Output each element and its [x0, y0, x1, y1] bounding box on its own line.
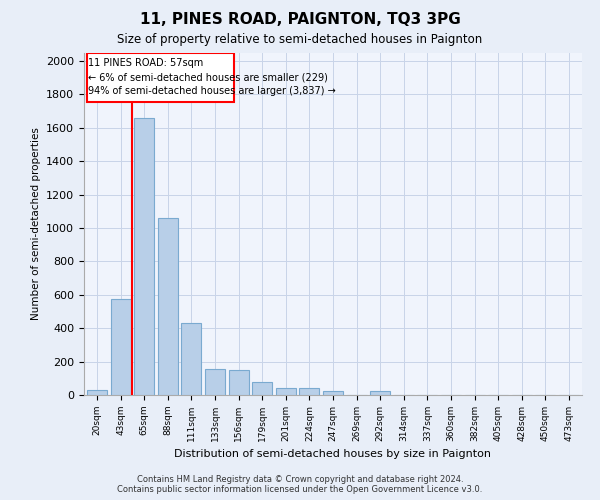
Text: Size of property relative to semi-detached houses in Paignton: Size of property relative to semi-detach… — [118, 32, 482, 46]
Bar — [229, 370, 248, 395]
Bar — [276, 388, 296, 395]
Bar — [87, 390, 107, 395]
Bar — [181, 323, 202, 395]
Text: Contains HM Land Registry data © Crown copyright and database right 2024.
Contai: Contains HM Land Registry data © Crown c… — [118, 474, 482, 494]
Bar — [299, 388, 319, 395]
Bar — [323, 391, 343, 395]
Bar — [134, 118, 154, 395]
Bar — [370, 391, 390, 395]
Bar — [252, 382, 272, 395]
Bar — [110, 299, 131, 395]
Y-axis label: Number of semi-detached properties: Number of semi-detached properties — [31, 128, 41, 320]
Text: 11, PINES ROAD, PAIGNTON, TQ3 3PG: 11, PINES ROAD, PAIGNTON, TQ3 3PG — [140, 12, 460, 28]
Bar — [87, 53, 234, 102]
Bar — [158, 218, 178, 395]
X-axis label: Distribution of semi-detached houses by size in Paignton: Distribution of semi-detached houses by … — [175, 450, 491, 460]
Text: 11 PINES ROAD: 57sqm
← 6% of semi-detached houses are smaller (229)
94% of semi-: 11 PINES ROAD: 57sqm ← 6% of semi-detach… — [88, 58, 336, 96]
Bar — [205, 369, 225, 395]
